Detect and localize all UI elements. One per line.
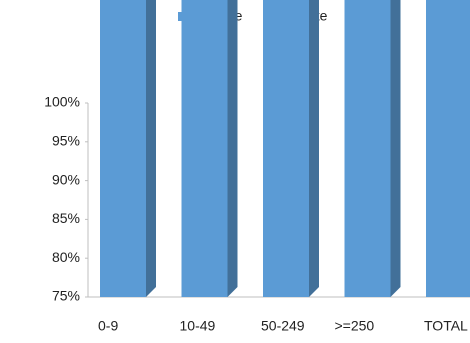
y-tick-label: 85% [52,210,80,226]
y-tick-label: 100% [44,94,80,110]
bar [426,0,470,297]
x-tick-label: >=250 [335,318,375,334]
bar [181,0,228,297]
y-tick-label: 95% [52,133,80,149]
x-tick-label: 10-49 [180,318,216,334]
x-tick-label: TOTAL [424,318,468,334]
y-tick-label: 75% [52,288,80,304]
bar-side [309,0,319,297]
y-tick-label: 90% [52,171,80,187]
x-tick-label: 50-249 [261,318,305,334]
bar [344,0,391,297]
bar [100,0,146,297]
x-tick-label: 0-9 [98,318,118,334]
bar-side [227,0,238,297]
y-tick-label: 80% [52,249,80,265]
bar-side [390,0,401,297]
bar-side [146,0,156,297]
bar [263,0,309,297]
